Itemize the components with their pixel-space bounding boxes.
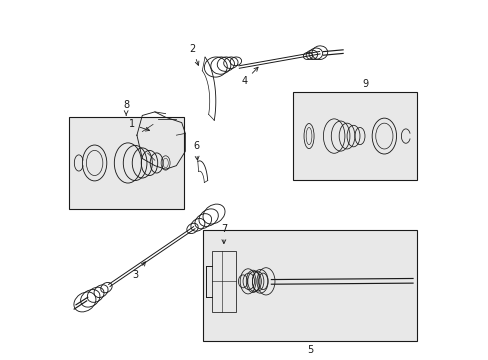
Text: 8: 8 (123, 100, 129, 115)
Text: 6: 6 (193, 141, 199, 160)
Text: 4: 4 (241, 67, 258, 86)
Text: 7: 7 (220, 224, 226, 244)
Bar (203, 230, 416, 341)
Text: 2: 2 (189, 44, 199, 66)
Text: 5: 5 (306, 345, 312, 355)
Bar (69, 117, 183, 209)
Bar (212, 251, 235, 312)
Bar (292, 92, 416, 180)
Text: 1: 1 (128, 120, 149, 131)
Text: 9: 9 (362, 78, 368, 89)
Text: 3: 3 (132, 262, 145, 280)
